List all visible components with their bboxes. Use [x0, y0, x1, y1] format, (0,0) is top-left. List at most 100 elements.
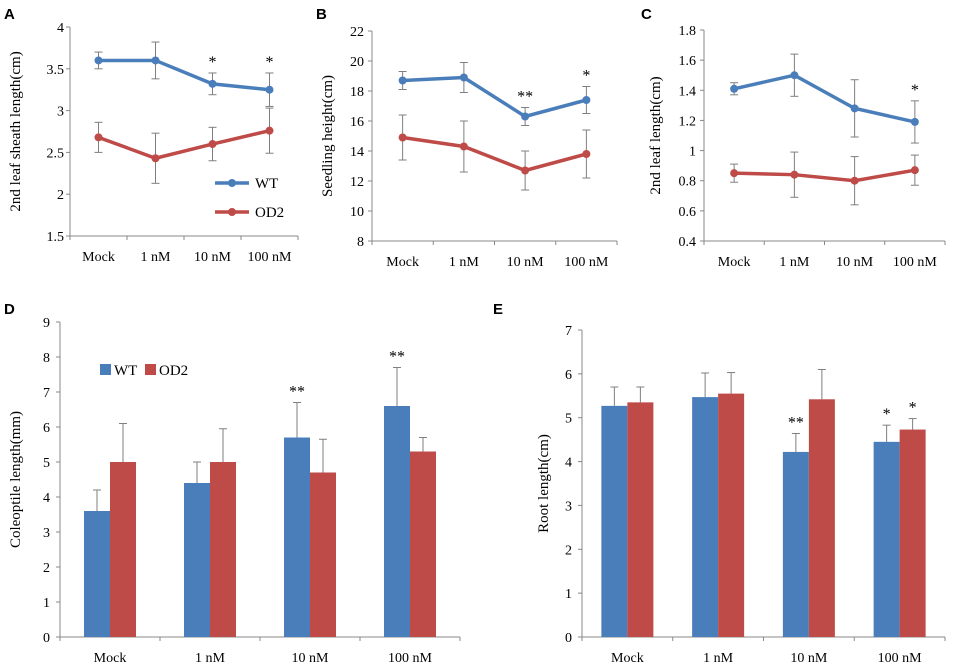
- panel-label-a: A: [4, 6, 15, 23]
- x-tick-label: Mock: [718, 255, 751, 270]
- significance-marker: **: [289, 384, 305, 401]
- series-line-od2: [97, 128, 270, 161]
- data-point-od2: [850, 176, 859, 185]
- series-line-od2: [402, 135, 587, 173]
- y-tick-label: 0: [565, 631, 572, 646]
- y-tick-label: 1.2: [679, 114, 697, 129]
- data-point-od2: [151, 154, 160, 163]
- x-tick-label: 10 nM: [292, 651, 330, 666]
- x-tick-label: 10 nM: [507, 255, 545, 270]
- bar-od2: [110, 462, 136, 637]
- legend-label-wt: WT: [114, 363, 137, 379]
- y-tick-label: 8: [43, 351, 50, 366]
- x-tick-label: 1 nM: [779, 255, 810, 270]
- bar-wt: [384, 406, 410, 637]
- chart-panel-a: A 1.5 2 2.5 3 3.5 4 Mock 1 nM 10 nM 100 nM 2nd leaf…: [4, 6, 299, 265]
- y-axis-label: Root length(cm): [536, 434, 552, 533]
- y-tick-label: 8: [357, 235, 364, 250]
- significance-marker: *: [911, 82, 919, 99]
- y-tick-label: 3: [565, 499, 572, 514]
- legend-marker-wt: [228, 179, 236, 187]
- data-point-od2: [208, 140, 217, 149]
- bar-wt: [692, 397, 719, 637]
- series-line-wt: [98, 58, 270, 92]
- x-tick-label: 100 nM: [564, 255, 609, 270]
- y-tick-label: 1.4: [679, 84, 697, 99]
- y-tick-label: 20: [350, 55, 364, 70]
- x-tick-label: 1 nM: [195, 651, 226, 666]
- y-tick-label: 4: [565, 456, 572, 471]
- data-point-od2: [790, 170, 799, 179]
- y-tick-label: 2.5: [47, 146, 65, 161]
- y-axis-label: 2nd leaf sheath length(cm): [8, 51, 24, 211]
- x-tick-label: 1 nM: [703, 651, 734, 666]
- y-tick-label: 5: [565, 412, 572, 427]
- bar-wt: [782, 451, 809, 637]
- legend-marker-od2: [228, 208, 236, 216]
- panel-label-d: D: [4, 301, 15, 318]
- series-line-wt: [402, 75, 587, 119]
- y-tick-label: 9: [43, 316, 50, 331]
- data-point-wt: [208, 79, 217, 88]
- y-tick-label: 3: [43, 526, 50, 541]
- x-tick-label: Mock: [611, 651, 644, 666]
- panel-label-b: B: [316, 6, 327, 23]
- x-tick-label: 100 nM: [388, 651, 433, 666]
- y-tick-label: 4: [43, 491, 50, 506]
- x-tick-label: 10 nM: [790, 651, 828, 666]
- y-tick-label: 22: [350, 25, 364, 40]
- panel-label-e: E: [493, 301, 503, 318]
- x-tick-label: Mock: [82, 250, 115, 265]
- x-tick-label: 100 nM: [878, 651, 923, 666]
- bar-od2: [718, 393, 745, 637]
- y-tick-label: 2: [565, 543, 572, 558]
- data-point-od2: [265, 126, 274, 135]
- y-tick-label: 0.6: [679, 205, 697, 220]
- y-tick-label: 0.8: [679, 175, 697, 190]
- data-point-od2: [398, 133, 407, 142]
- y-tick-label: 3.5: [47, 63, 65, 78]
- series-line-od2: [734, 168, 916, 183]
- y-axis-label: Seedling height(cm): [320, 75, 336, 197]
- chart-panel-c: C 0.4 0.6 0.8 1 1.2 1.4 1.6 1.8 Mock 1 nM 10 nM 100 …: [641, 6, 946, 270]
- y-tick-label: 1.8: [679, 24, 697, 39]
- x-tick-label: Mock: [386, 255, 419, 270]
- x-tick-label: Mock: [94, 651, 127, 666]
- legend-label-od2: OD2: [159, 363, 188, 379]
- y-tick-label: 1.5: [47, 230, 65, 245]
- y-tick-label: 10: [350, 205, 364, 220]
- x-tick-label: 10 nM: [194, 250, 232, 265]
- y-tick-label: 1.6: [679, 54, 697, 69]
- bar-od2: [310, 472, 336, 637]
- bar-od2: [899, 429, 926, 637]
- y-tick-label: 1: [565, 587, 572, 602]
- y-tick-label: 0: [43, 631, 50, 646]
- legend-swatch-od2: [145, 364, 156, 375]
- y-tick-label: 7: [43, 386, 50, 401]
- x-tick-label: 1 nM: [449, 255, 480, 270]
- bar-od2: [210, 462, 236, 637]
- bar-od2: [627, 402, 654, 637]
- y-tick-label: 5: [43, 456, 50, 471]
- significance-marker: **: [389, 349, 405, 366]
- y-tick-label: 7: [565, 324, 572, 339]
- y-tick-label: 6: [43, 421, 50, 436]
- bar-wt: [84, 511, 110, 637]
- data-point-od2: [910, 166, 919, 175]
- data-point-wt: [582, 96, 591, 104]
- data-point-wt: [850, 104, 859, 113]
- significance-marker: **: [517, 89, 533, 106]
- y-tick-label: 2: [43, 561, 50, 576]
- data-point-wt: [265, 85, 274, 94]
- panel-label-c: C: [641, 6, 652, 23]
- significance-marker: *: [883, 406, 891, 423]
- data-point-od2: [521, 166, 530, 175]
- data-point-wt: [94, 56, 103, 65]
- data-point-od2: [582, 150, 591, 158]
- chart-panel-b: B 8 10 12 14 16 18 20 22 Mock 1 nM 10 nM 100 nM Seedl…: [316, 6, 618, 270]
- data-point-wt: [459, 73, 468, 82]
- x-tick-label: 100 nM: [893, 255, 938, 270]
- legend-swatch-wt: [100, 364, 111, 375]
- y-tick-label: 4: [57, 21, 64, 36]
- data-point-od2: [94, 133, 103, 142]
